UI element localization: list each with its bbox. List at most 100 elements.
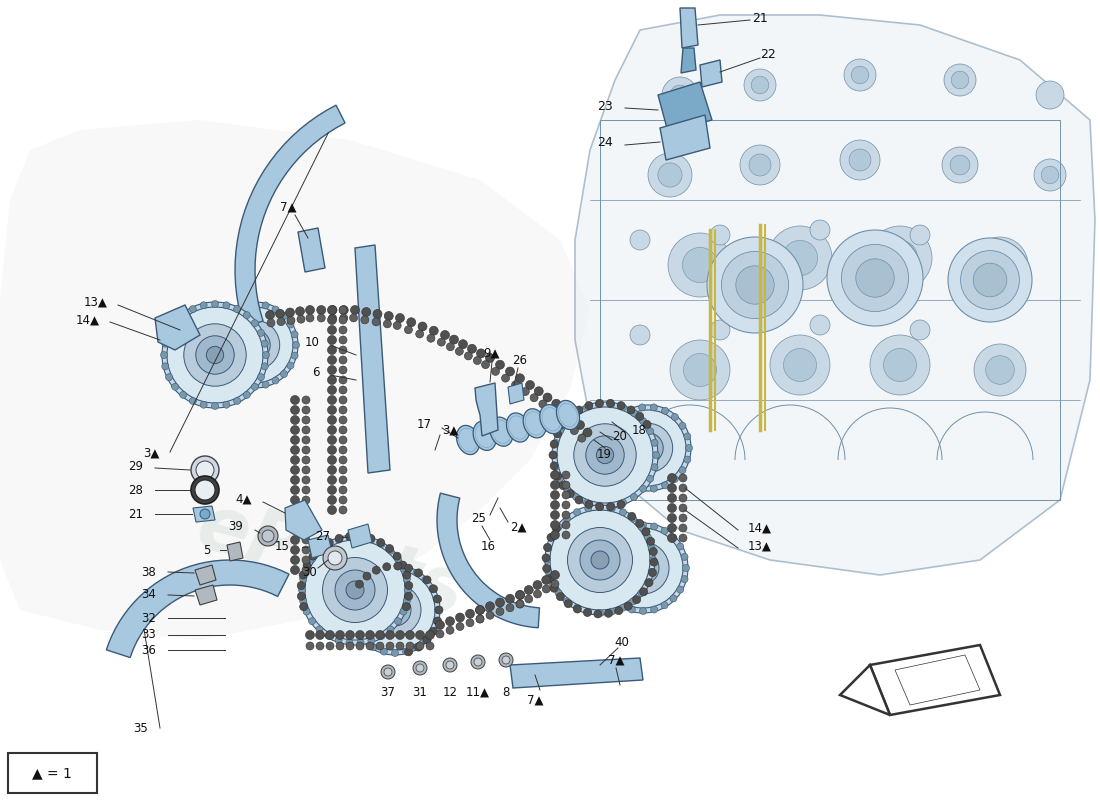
Circle shape: [328, 415, 337, 425]
Circle shape: [339, 426, 346, 434]
Circle shape: [496, 607, 504, 615]
Polygon shape: [510, 658, 644, 688]
Circle shape: [570, 426, 579, 434]
Circle shape: [280, 370, 287, 378]
Circle shape: [679, 514, 688, 522]
Circle shape: [400, 608, 407, 615]
Circle shape: [559, 482, 566, 490]
Circle shape: [376, 642, 384, 650]
Circle shape: [572, 410, 580, 417]
Circle shape: [573, 604, 581, 611]
Circle shape: [550, 584, 558, 592]
Circle shape: [605, 456, 613, 463]
Circle shape: [559, 421, 566, 429]
Circle shape: [416, 664, 424, 672]
Circle shape: [679, 474, 688, 482]
Circle shape: [162, 302, 268, 408]
Circle shape: [506, 604, 514, 612]
Circle shape: [563, 419, 571, 427]
Circle shape: [297, 315, 305, 323]
Polygon shape: [475, 383, 498, 436]
Circle shape: [629, 598, 637, 605]
Circle shape: [670, 595, 676, 602]
Circle shape: [495, 360, 505, 370]
Circle shape: [367, 536, 375, 543]
Text: 27: 27: [315, 530, 330, 543]
Circle shape: [298, 586, 306, 594]
Circle shape: [550, 510, 650, 610]
Circle shape: [542, 585, 550, 593]
Circle shape: [290, 506, 299, 514]
Circle shape: [525, 586, 533, 594]
Circle shape: [563, 418, 570, 425]
Circle shape: [362, 307, 371, 317]
Circle shape: [572, 494, 580, 501]
Circle shape: [658, 163, 682, 187]
Circle shape: [328, 335, 337, 345]
Circle shape: [648, 568, 656, 575]
Circle shape: [608, 505, 615, 512]
Circle shape: [340, 314, 348, 322]
Circle shape: [355, 570, 434, 650]
Circle shape: [306, 630, 315, 639]
Text: 33: 33: [141, 629, 156, 642]
Circle shape: [475, 606, 484, 614]
Circle shape: [744, 69, 775, 101]
Circle shape: [550, 440, 558, 448]
Circle shape: [506, 594, 515, 603]
Circle shape: [302, 496, 310, 504]
Circle shape: [339, 336, 346, 344]
Circle shape: [309, 555, 316, 562]
Circle shape: [265, 310, 275, 319]
Circle shape: [184, 324, 246, 386]
Circle shape: [339, 496, 346, 504]
Circle shape: [668, 474, 676, 482]
Circle shape: [328, 506, 337, 514]
Circle shape: [433, 595, 440, 602]
Circle shape: [287, 362, 294, 369]
Circle shape: [415, 569, 422, 577]
Circle shape: [430, 585, 438, 593]
Circle shape: [363, 572, 371, 580]
Circle shape: [317, 306, 326, 314]
Circle shape: [166, 330, 173, 336]
Circle shape: [395, 555, 402, 562]
Circle shape: [606, 399, 615, 407]
Circle shape: [578, 434, 586, 442]
Circle shape: [679, 484, 688, 492]
Circle shape: [339, 346, 346, 354]
Circle shape: [292, 352, 298, 359]
Circle shape: [305, 540, 405, 640]
Circle shape: [649, 547, 658, 555]
Circle shape: [668, 503, 676, 513]
Circle shape: [485, 602, 495, 610]
Circle shape: [302, 566, 310, 574]
Circle shape: [366, 534, 375, 542]
Circle shape: [650, 404, 658, 411]
Circle shape: [516, 590, 525, 599]
Circle shape: [396, 314, 405, 322]
Circle shape: [434, 606, 441, 614]
Circle shape: [267, 319, 275, 327]
Polygon shape: [840, 665, 890, 715]
Text: 7▲: 7▲: [527, 694, 543, 706]
Circle shape: [416, 642, 424, 650]
Circle shape: [684, 456, 691, 463]
Circle shape: [649, 557, 657, 563]
Circle shape: [336, 630, 344, 639]
Circle shape: [607, 401, 615, 408]
Circle shape: [296, 306, 305, 316]
Circle shape: [566, 490, 574, 498]
Circle shape: [299, 571, 307, 579]
Circle shape: [290, 395, 299, 405]
Circle shape: [639, 522, 647, 529]
Circle shape: [668, 534, 676, 542]
Circle shape: [563, 598, 571, 605]
Text: 20: 20: [612, 430, 627, 442]
Circle shape: [328, 306, 337, 314]
Circle shape: [424, 576, 431, 584]
Circle shape: [639, 485, 646, 492]
Text: 9▲: 9▲: [484, 346, 500, 359]
Circle shape: [466, 618, 474, 626]
Polygon shape: [195, 565, 216, 585]
